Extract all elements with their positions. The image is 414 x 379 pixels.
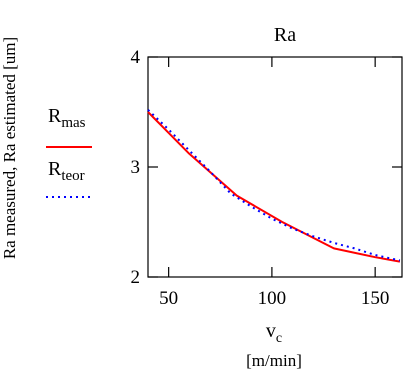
x-axis: 50 100 150	[159, 57, 389, 309]
x-tick-label: 50	[159, 288, 178, 309]
series-layer	[147, 109, 401, 263]
legend-mas-sub: mas	[61, 115, 85, 131]
x-axis-label-unit: [m/min]	[246, 351, 302, 370]
svg-text:Rteor: Rteor	[48, 158, 85, 184]
legend-teor-sub: teor	[61, 168, 84, 184]
legend-entry-teor: Rteor	[46, 158, 92, 198]
y-tick-label: 4	[131, 47, 141, 68]
chart-title: Ra	[274, 24, 296, 46]
y-axis-label: Ra measured, Ra estimated [um]	[0, 37, 19, 259]
x-axis-label-symbol: v	[266, 320, 276, 342]
y-axis: 2 3 4	[131, 47, 402, 288]
x-tick-label: 150	[361, 288, 390, 309]
y-tick-label: 3	[131, 157, 141, 178]
series-line-teor	[147, 109, 401, 262]
x-tick-label: 100	[258, 288, 287, 309]
x-axis-label: vc [m/min]	[246, 320, 302, 370]
plot-area	[147, 56, 403, 278]
x-axis-label-subscript: c	[276, 331, 282, 346]
svg-text:vc: vc	[266, 320, 282, 346]
svg-text:Rmas: Rmas	[48, 105, 86, 131]
legend-mas-base: R	[48, 105, 62, 127]
y-tick-label: 2	[131, 267, 141, 288]
legend-teor-base: R	[48, 158, 62, 180]
series-line-mas	[147, 111, 401, 263]
legend-entry-mas: Rmas	[46, 105, 92, 148]
legend: Rmas Rteor	[46, 105, 92, 198]
